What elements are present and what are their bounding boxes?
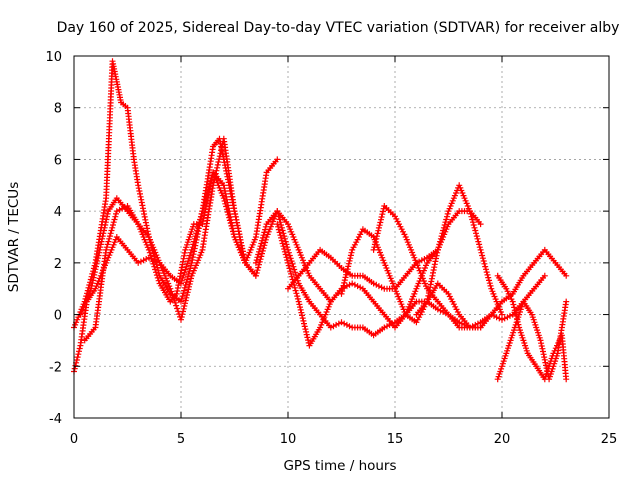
series-markers: [81, 135, 334, 344]
x-axis-title: GPS time / hours: [283, 458, 396, 474]
series-markers: [252, 208, 484, 339]
series-markers: [413, 246, 570, 331]
series-markers: [77, 156, 281, 318]
series-markers: [494, 272, 570, 383]
grid: [74, 56, 609, 418]
x-tick-label: 5: [177, 432, 185, 447]
series-track-12: [494, 272, 570, 383]
x-tick-label: 0: [70, 432, 78, 447]
series-line: [287, 249, 439, 290]
series-track-7: [285, 246, 441, 292]
y-tick-label: 6: [54, 153, 62, 168]
tick-labels: 0 5 10 15 20 25 -4 -2 0 2 4 6 8 10: [45, 50, 617, 447]
ticks: [73, 55, 610, 419]
y-tick-label: 8: [54, 102, 62, 117]
series-track-11: [494, 298, 570, 383]
series-track-10: [413, 246, 570, 331]
y-tick-label: 4: [54, 205, 62, 220]
y-tick-label: 10: [45, 50, 62, 65]
y-axis-title: SDTVAR / TECUs: [6, 182, 22, 292]
x-tick-label: 15: [387, 432, 404, 447]
plot-frame: [73, 55, 610, 419]
series-track-5: [252, 208, 484, 339]
y-tick-label: 0: [54, 309, 62, 324]
series-track-4: [81, 135, 334, 344]
y-tick-label: -2: [49, 360, 62, 375]
y-tick-label: 2: [54, 257, 62, 272]
series-layer: [71, 58, 570, 383]
x-tick-label: 10: [280, 432, 297, 447]
series-markers: [285, 246, 441, 292]
x-tick-label: 20: [494, 432, 511, 447]
series-line: [73, 171, 246, 372]
chart-title: Day 160 of 2025, Sidereal Day-to-day VTE…: [57, 20, 620, 36]
x-tick-label: 25: [601, 432, 618, 447]
y-tick-label: -4: [49, 412, 62, 427]
